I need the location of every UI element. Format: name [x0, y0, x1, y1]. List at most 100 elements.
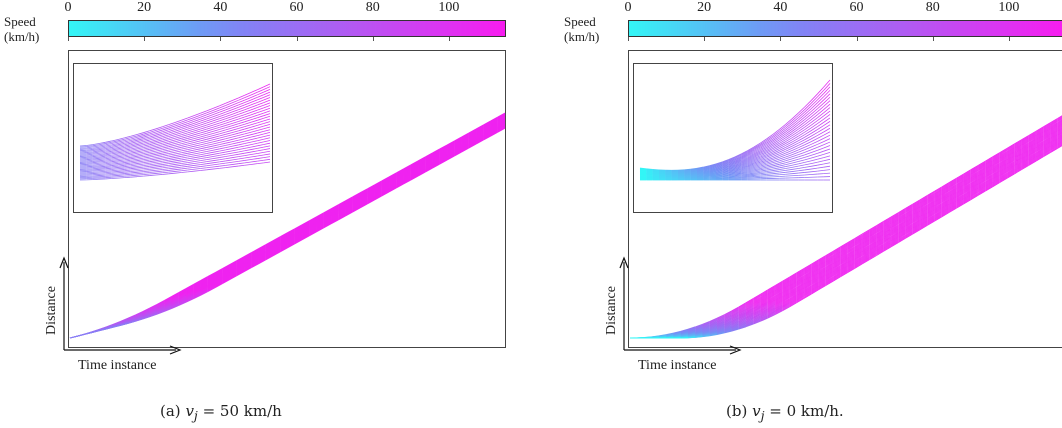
trajectory-segment	[461, 136, 469, 142]
trajectory-segment	[367, 196, 375, 202]
trajectory-segment	[1014, 144, 1022, 150]
inset-trajectory-segment	[162, 163, 169, 165]
trajectory-segment	[1035, 131, 1044, 137]
trajectory-segment	[1021, 154, 1029, 160]
trajectory-segment	[345, 208, 353, 214]
trajectory-segment	[381, 191, 390, 197]
trajectory-segment	[999, 173, 1008, 179]
inset-trajectory-segment	[231, 139, 239, 143]
trajectory-segment	[388, 174, 397, 180]
trajectory-segment	[724, 312, 732, 317]
trajectory-segment	[767, 285, 776, 291]
trajectory-segment	[410, 173, 419, 178]
trajectory-segment	[789, 274, 797, 280]
inset-trajectory-segment	[250, 117, 258, 121]
trajectory-segment	[258, 251, 266, 256]
inset-trajectory-segment	[219, 140, 226, 143]
trajectory-segment	[1021, 151, 1029, 157]
trajectory-segment	[847, 252, 855, 258]
trajectory-segment	[287, 234, 295, 240]
trajectory-segment	[222, 272, 230, 277]
trajectory-segment	[745, 310, 754, 315]
inset-trajectory-segment	[193, 152, 201, 155]
trajectory-segment	[367, 188, 375, 193]
inset-trajectory-segment	[810, 158, 818, 162]
trajectory-segment	[999, 172, 1008, 178]
inset-trajectory-segment	[250, 114, 258, 118]
trajectory-segment	[1014, 146, 1022, 152]
trajectory-segment	[207, 276, 216, 282]
inset-trajectory-segment	[779, 152, 786, 156]
trajectory-segment	[287, 243, 295, 249]
trajectory-segment	[410, 168, 419, 174]
trajectory-segment	[330, 207, 339, 213]
trajectory-segment	[905, 209, 913, 215]
trajectory-segment	[483, 123, 491, 129]
inset-trajectory-segment	[193, 170, 201, 172]
trajectory-segment	[724, 321, 732, 325]
inset-trajectory-segment	[257, 112, 264, 116]
trajectory-segment	[803, 287, 812, 293]
trajectory-segment	[178, 288, 187, 294]
trajectory-segment	[825, 260, 834, 266]
trajectory-segment	[251, 261, 259, 267]
trajectory-segment	[803, 288, 812, 294]
trajectory-segment	[745, 322, 754, 326]
trajectory-segment	[374, 190, 382, 196]
trajectory-segment	[840, 266, 848, 272]
trajectory-segment	[883, 227, 892, 234]
trajectory-segment	[330, 218, 339, 224]
trajectory-segment	[316, 217, 324, 223]
trajectory-segment	[425, 153, 433, 158]
trajectory-segment	[490, 127, 498, 132]
trajectory-segment	[753, 295, 761, 301]
trajectory-segment	[417, 159, 426, 165]
inset-trajectory-segment	[817, 147, 824, 151]
colorbar	[68, 20, 506, 37]
trajectory-segment	[497, 125, 506, 130]
inset-trajectory-segment	[244, 107, 252, 111]
inset-trajectory-segment	[168, 122, 176, 126]
trajectory-segment	[992, 168, 1000, 174]
trajectory-segment	[272, 248, 281, 254]
trajectory-segment	[1043, 139, 1051, 145]
inset-trajectory-segment	[174, 155, 182, 158]
inset-trajectory-segment	[130, 163, 138, 165]
trajectory-segment	[301, 225, 310, 230]
trajectory-segment	[1006, 146, 1015, 152]
trajectory-segment	[753, 316, 761, 321]
trajectory-segment	[883, 221, 892, 227]
inset-trajectory-segment	[747, 170, 755, 173]
trajectory-segment	[446, 146, 455, 152]
trajectory-segment	[446, 149, 455, 155]
inset-trajectory-segment	[709, 174, 717, 176]
trajectory-segment	[1028, 139, 1037, 145]
inset-trajectory-segment	[168, 165, 176, 168]
inset-trajectory-segment	[111, 139, 119, 142]
trajectory-segment	[709, 327, 718, 331]
trajectory-segment	[272, 236, 281, 242]
trajectory-segment	[898, 224, 906, 230]
inset-trajectory-segment	[206, 162, 214, 165]
trajectory-segment	[309, 218, 317, 224]
trajectory-segment	[1043, 150, 1051, 156]
trajectory-segment	[374, 182, 382, 188]
trajectory-segment	[883, 239, 892, 245]
trajectory-segment	[948, 179, 957, 185]
trajectory-segment	[934, 204, 942, 210]
colorbar	[628, 20, 1062, 37]
trajectory-segment	[309, 230, 317, 236]
inset-trajectory-segment	[263, 161, 271, 164]
inset-trajectory-segment	[257, 102, 264, 106]
trajectory-segment	[432, 161, 440, 166]
inset-trajectory-segment	[130, 148, 138, 151]
trajectory-segment	[709, 318, 718, 323]
trajectory-segment	[1028, 146, 1037, 152]
trajectory-segment	[760, 314, 768, 319]
trajectory-segment	[323, 216, 332, 222]
trajectory-segment	[417, 166, 426, 172]
trajectory-segment	[992, 180, 1000, 186]
inset-trajectory-segment	[741, 165, 748, 168]
inset-trajectory-segment	[219, 122, 226, 126]
trajectory-segment	[1057, 144, 1062, 148]
